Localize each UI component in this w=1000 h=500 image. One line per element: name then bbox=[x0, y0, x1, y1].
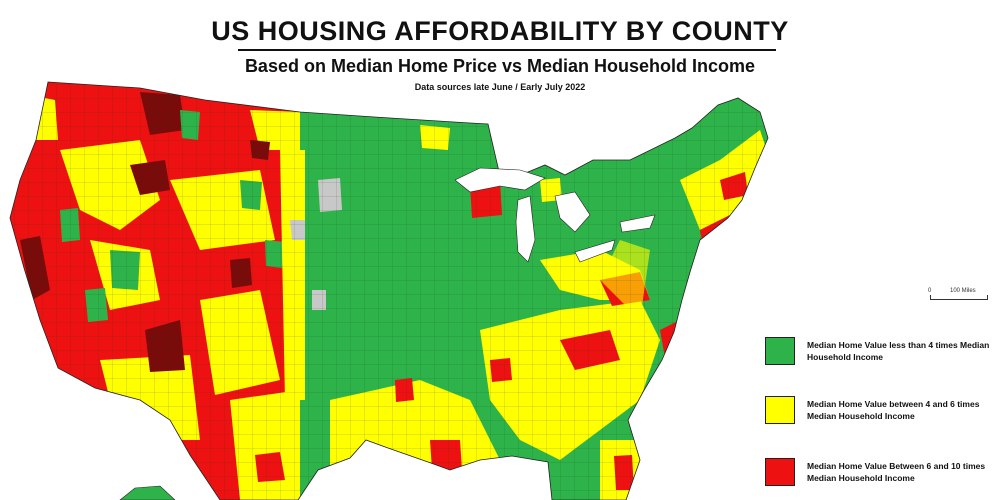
lake-erie bbox=[574, 239, 616, 263]
scale-distance-label: 100 Miles bbox=[950, 288, 976, 294]
page-title: US HOUSING AFFORDABILITY BY COUNTY bbox=[211, 16, 789, 46]
legend-item-yellow: Median Home Value between 4 and 6 times … bbox=[765, 396, 1000, 426]
legend-swatch-green bbox=[765, 337, 795, 365]
scale-zero-label: 0 bbox=[928, 288, 932, 294]
lake-huron bbox=[554, 191, 591, 233]
great-lakes bbox=[454, 167, 656, 263]
lake-michigan bbox=[515, 195, 536, 263]
legend-item-red: Median Home Value Between 6 and 10 times… bbox=[765, 458, 1000, 488]
legend-label-green: Median Home Value less than 4 times Medi… bbox=[807, 340, 990, 362]
lake-superior bbox=[454, 167, 546, 193]
scale-line bbox=[930, 299, 988, 300]
legend-item-green: Median Home Value less than 4 times Medi… bbox=[765, 337, 1000, 367]
legend-swatch-red bbox=[765, 458, 795, 486]
legend-label-red: Median Home Value Between 6 and 10 times… bbox=[807, 461, 986, 483]
us-outline bbox=[9, 81, 769, 500]
title-underline bbox=[238, 49, 776, 51]
data-source-note: Data sources late June / Early July 2022 bbox=[414, 82, 586, 92]
page-subtitle: Based on Median Home Price vs Median Hou… bbox=[244, 56, 756, 76]
scale-bar: 0 100 Miles bbox=[928, 288, 990, 304]
map-body bbox=[10, 82, 768, 500]
scale-tick-left bbox=[930, 295, 931, 300]
lake-ontario bbox=[619, 214, 656, 233]
legend-swatch-yellow bbox=[765, 396, 795, 424]
alaska-fragment bbox=[119, 485, 176, 500]
legend-label-yellow: Median Home Value between 4 and 6 times … bbox=[807, 399, 980, 421]
scale-tick-right bbox=[987, 295, 988, 300]
